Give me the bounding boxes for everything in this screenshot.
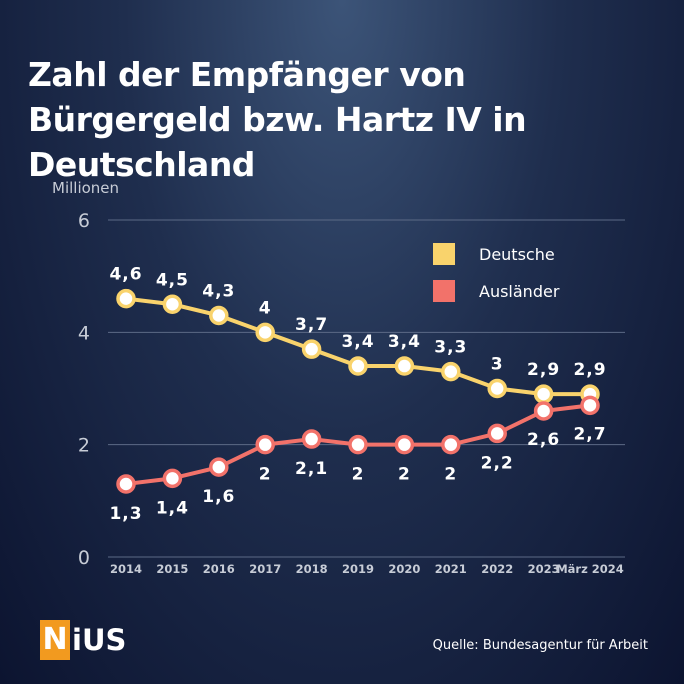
data-point-deutsche bbox=[301, 339, 322, 359]
data-label-deutsche: 3,3 bbox=[434, 338, 467, 358]
data-label-deutsche: 3,7 bbox=[295, 315, 328, 335]
data-label-auslaender: 2 bbox=[352, 465, 365, 485]
x-tick-label: März 2024 bbox=[556, 562, 624, 576]
data-label-auslaender: 1,6 bbox=[202, 487, 235, 507]
source-note: Quelle: Bundesagentur für Arbeit bbox=[432, 638, 648, 653]
data-point-auslaender bbox=[487, 423, 507, 444]
legend-swatch-deutsche bbox=[433, 243, 455, 265]
data-point-auslaender bbox=[209, 457, 229, 477]
data-point-auslaender bbox=[348, 434, 368, 455]
x-tick-label: 2018 bbox=[296, 562, 328, 576]
legend-label-auslaender: Ausländer bbox=[479, 282, 560, 301]
data-label-auslaender: 2 bbox=[444, 465, 457, 485]
data-point-auslaender bbox=[394, 434, 415, 455]
data-point-deutsche bbox=[533, 384, 554, 404]
y-tick-label: 6 bbox=[78, 210, 90, 232]
data-label-auslaender: 2 bbox=[259, 465, 272, 485]
data-point-deutsche bbox=[162, 294, 183, 314]
data-point-deutsche bbox=[209, 305, 229, 326]
y-axis-label: Millionen bbox=[52, 179, 119, 197]
data-point-deutsche bbox=[394, 356, 415, 376]
data-point-deutsche bbox=[348, 356, 368, 376]
x-tick-label: 2019 bbox=[342, 562, 374, 576]
data-label-deutsche: 4,3 bbox=[202, 281, 235, 301]
data-label-auslaender: 2,6 bbox=[527, 430, 560, 450]
data-label-auslaender: 2,2 bbox=[481, 453, 514, 473]
logo-mark: N bbox=[40, 620, 70, 660]
data-point-auslaender bbox=[441, 434, 461, 455]
data-point-auslaender bbox=[255, 434, 275, 455]
legend-label-deutsche: Deutsche bbox=[479, 245, 555, 264]
data-label-deutsche: 3,4 bbox=[388, 332, 421, 352]
data-label-deutsche: 4,5 bbox=[156, 270, 189, 290]
data-label-deutsche: 3 bbox=[491, 355, 504, 375]
data-point-deutsche bbox=[255, 322, 275, 343]
data-point-auslaender bbox=[162, 468, 183, 489]
data-label-deutsche: 3,4 bbox=[341, 332, 374, 352]
data-point-auslaender bbox=[533, 401, 554, 421]
data-label-auslaender: 1,3 bbox=[109, 504, 142, 524]
data-point-auslaender bbox=[580, 395, 600, 416]
x-tick-label: 2022 bbox=[481, 562, 513, 576]
y-tick-label: 4 bbox=[78, 322, 90, 344]
data-label-deutsche: 2,9 bbox=[527, 360, 560, 380]
data-point-auslaender bbox=[301, 429, 322, 449]
x-tick-label: 2014 bbox=[110, 562, 142, 576]
chart-title: Zahl der Empfänger von Bürgergeld bzw. H… bbox=[28, 55, 527, 184]
data-label-auslaender: 2,7 bbox=[573, 424, 606, 444]
data-label-deutsche: 2,9 bbox=[573, 360, 606, 380]
data-point-deutsche bbox=[487, 378, 507, 399]
x-tick-label: 2016 bbox=[203, 562, 235, 576]
y-tick-label: 0 bbox=[78, 547, 90, 569]
data-point-deutsche bbox=[441, 361, 461, 382]
x-tick-label: 2015 bbox=[156, 562, 188, 576]
x-tick-label: 2020 bbox=[388, 562, 420, 576]
logo-text: iUS bbox=[72, 623, 127, 657]
data-label-deutsche: 4,6 bbox=[109, 265, 142, 285]
data-label-auslaender: 1,4 bbox=[156, 498, 189, 518]
data-label-deutsche: 4 bbox=[259, 298, 272, 318]
data-point-deutsche bbox=[116, 288, 136, 309]
legend-swatch-auslaender bbox=[433, 280, 455, 302]
y-tick-label: 2 bbox=[78, 435, 90, 457]
data-label-auslaender: 2 bbox=[398, 465, 411, 485]
data-label-auslaender: 2,1 bbox=[295, 459, 328, 479]
x-tick-label: 2017 bbox=[249, 562, 281, 576]
nius-logo: N iUS bbox=[40, 620, 126, 660]
data-point-auslaender bbox=[116, 474, 136, 494]
x-tick-label: 2021 bbox=[435, 562, 467, 576]
x-tick-label: 2023 bbox=[528, 562, 560, 576]
